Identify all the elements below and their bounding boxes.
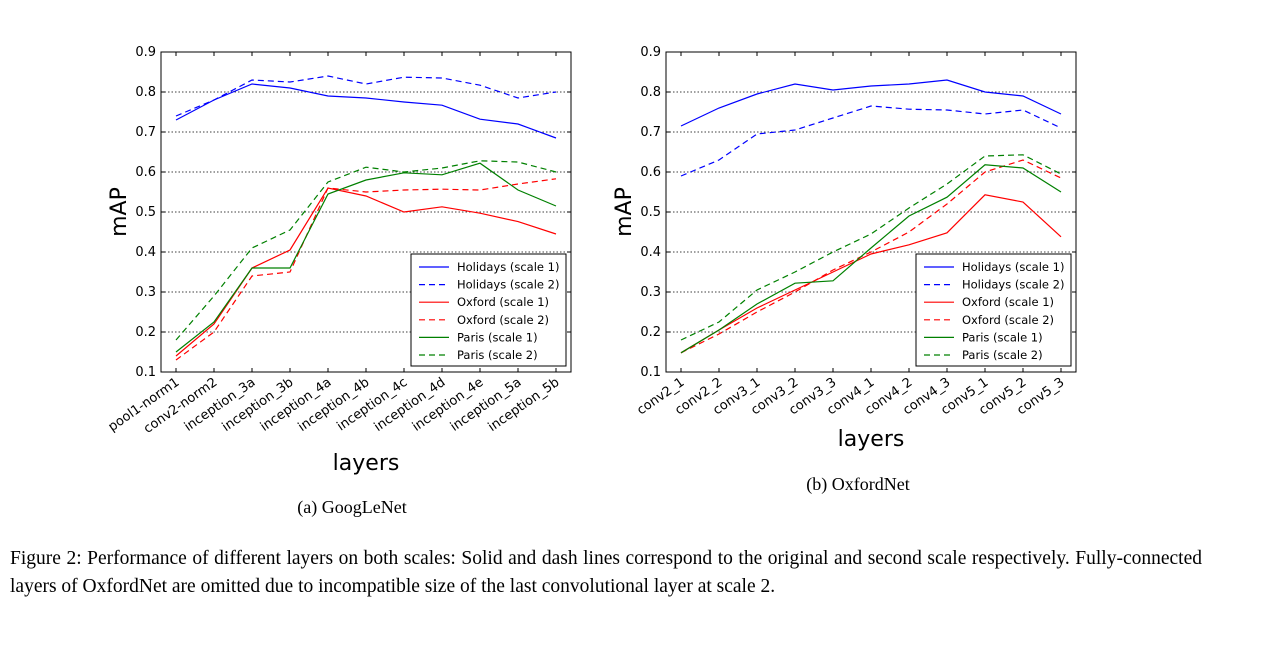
legend-label: Paris (scale 2) [457,348,538,362]
plot-frame [160,51,572,373]
series-line [175,75,557,117]
subfigure-caption: (b) OxfordNet [806,474,909,495]
y-tick-label: 0.6 [135,165,156,180]
y-tick-label: 0.3 [640,285,661,300]
legend-label: Holidays (scale 1) [457,260,559,274]
series-line [680,105,1062,177]
y-tick-label: 0.7 [640,125,661,140]
y-tick-label: 0.9 [135,45,156,60]
legend-label: Holidays (scale 1) [962,260,1064,274]
y-tick-label: 0.3 [135,285,156,300]
y-tick-label: 0.5 [640,205,661,220]
legend-box [410,253,567,367]
legend-label: Holidays (scale 2) [457,278,559,292]
figure: 0.10.20.30.40.50.60.70.80.9pool1-norm1co… [106,45,1077,518]
y-tick-label: 0.1 [135,365,156,380]
legend-label: Holidays (scale 2) [962,278,1064,292]
series-line [680,154,1062,341]
y-axis-label: mAP [612,187,637,237]
y-tick-label: 0.1 [640,365,661,380]
chart-panel-2: 0.10.20.30.40.50.60.70.80.9conv2_1conv2_… [612,45,1077,495]
legend-box [915,253,1072,367]
y-tick-label: 0.8 [640,85,661,100]
series-line [175,83,557,139]
series-line [175,178,557,361]
legend-label: Paris (scale 1) [962,330,1043,344]
legend: Holidays (scale 1) Holidays (scale 2) Oxfo… [410,253,567,367]
series-line [680,79,1062,127]
y-tick-label: 0.9 [640,45,661,60]
series-line [175,162,557,353]
series-line [680,164,1062,354]
series-line [175,160,557,341]
y-tick-label: 0.7 [135,125,156,140]
series-line [680,194,1062,354]
y-tick-label: 0.8 [135,85,156,100]
y-axis-label: mAP [107,187,132,237]
figure-caption: Figure 2: Performance of different layer… [10,548,1202,597]
x-axis-label: layers [838,427,905,452]
y-tick-label: 0.6 [640,165,661,180]
legend-label: Oxford (scale 2) [962,313,1054,327]
y-tick-label: 0.2 [640,325,661,340]
legend: Holidays (scale 1) Holidays (scale 2) Oxfo… [915,253,1072,367]
legend-label: Oxford (scale 2) [457,313,549,327]
subfigure-caption: (a) GoogLeNet [297,497,406,518]
series-line [680,159,1062,354]
x-axis-label: layers [333,451,400,476]
legend-label: Oxford (scale 1) [962,295,1054,309]
y-tick-label: 0.5 [135,205,156,220]
legend-label: Paris (scale 2) [962,348,1043,362]
y-tick-label: 0.4 [135,245,156,260]
chart-panel-1: 0.10.20.30.40.50.60.70.80.9pool1-norm1co… [106,45,572,518]
legend-label: Paris (scale 1) [457,330,538,344]
legend-label: Oxford (scale 1) [457,295,549,309]
y-tick-label: 0.2 [135,325,156,340]
plot-frame [665,51,1077,373]
y-tick-label: 0.4 [640,245,661,260]
